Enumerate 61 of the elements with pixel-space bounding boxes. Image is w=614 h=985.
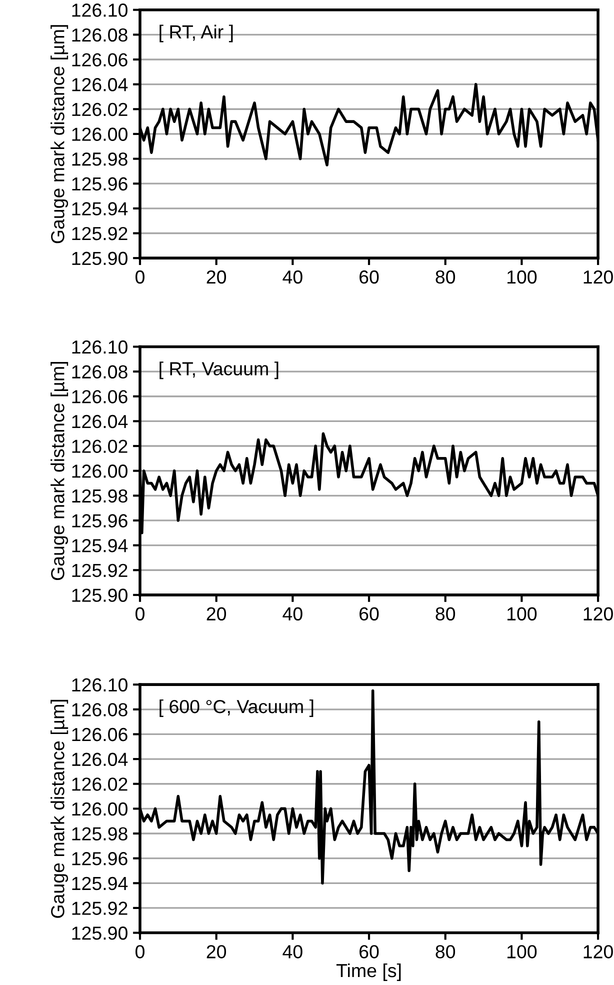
y-axis-title: Gauge mark distance [µm] [50,700,68,918]
x-tick-label: 0 [136,270,144,284]
y-tick-label: 126.10 [72,340,128,354]
x-tick-label: 40 [282,270,302,284]
y-tick-label: 126.02 [72,440,128,453]
x-tick-label: 80 [436,945,456,958]
y-tick-label: 125.96 [72,177,128,191]
x-tick-label: 80 [436,270,456,284]
y-axis-title: Gauge mark distance [µm] [50,25,68,244]
y-tick-label: 126.10 [72,4,128,17]
y-tick-label: 126.06 [72,53,128,66]
y-tick-label: 126.02 [72,102,128,116]
y-tick-label: 126.08 [72,703,128,716]
y-axis-title: Gauge mark distance [µm] [50,362,68,580]
y-tick-label: 125.90 [72,252,128,266]
y-tick-label: 126.04 [72,414,128,428]
x-tick-label: 120 [584,607,613,621]
y-tick-label: 126.08 [72,28,128,42]
y-tick-label: 126.00 [72,128,128,141]
annotation: [ RT, Air ] [160,24,233,42]
y-tick-label: 126.04 [72,752,128,766]
y-tick-label: 126.10 [72,678,128,692]
y-tick-label: 125.92 [72,902,128,915]
y-tick-label: 126.00 [72,802,128,816]
y-tick-label: 126.04 [72,78,128,92]
y-tick-label: 125.90 [72,926,128,940]
x-tick-label: 100 [507,607,537,621]
y-tick-label: 126.02 [72,778,128,791]
y-tick-label: 126.06 [72,390,128,404]
x-tick-label: 0 [136,607,144,621]
annotation: [ 600 °C, Vacuum ] [160,699,314,717]
annotation: [ RT, Vacuum ] [160,362,278,380]
y-tick-label: 125.96 [72,514,128,528]
y-tick-label: 125.92 [72,564,128,578]
x-tick-label: 60 [360,945,379,958]
x-tick-label: 120 [584,945,613,958]
y-tick-label: 125.96 [72,852,128,866]
x-tick-label: 40 [282,607,302,621]
x-tick-label: 120 [584,270,613,284]
x-axis-title: Time [s] [336,963,401,981]
y-tick-label: 125.94 [72,876,128,890]
y-tick-label: 125.98 [72,152,128,166]
y-tick-label: 125.90 [72,588,128,602]
y-tick-label: 125.94 [72,202,128,216]
y-tick-label: 125.92 [72,226,128,240]
x-tick-label: 60 [360,270,379,284]
y-tick-label: 125.98 [72,827,128,840]
x-tick-label: 80 [436,607,456,621]
x-tick-label: 100 [507,945,537,958]
y-tick-label: 126.08 [72,365,128,379]
x-tick-label: 60 [360,607,379,621]
x-tick-label: 0 [136,945,144,958]
y-tick-label: 125.94 [72,538,128,552]
y-tick-label: 126.06 [72,728,128,742]
x-tick-label: 40 [282,945,302,958]
x-tick-label: 20 [206,270,226,284]
x-tick-label: 20 [206,607,226,621]
x-tick-label: 100 [507,270,537,284]
y-tick-label: 125.98 [72,489,128,503]
x-tick-label: 20 [206,945,226,958]
y-tick-label: 126.00 [72,464,128,478]
